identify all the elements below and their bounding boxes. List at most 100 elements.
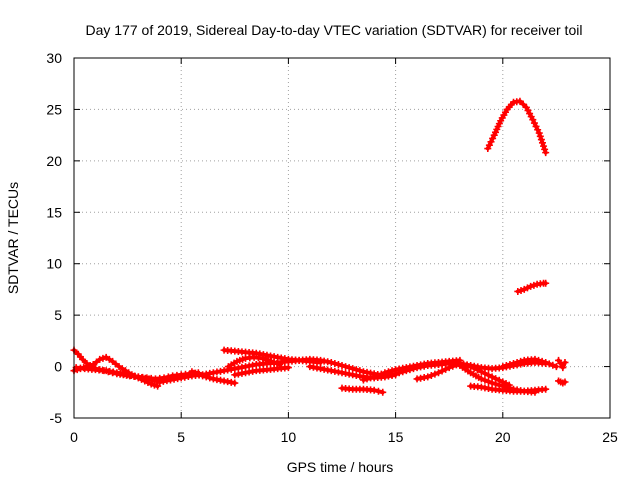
data-point	[188, 368, 196, 376]
y-tick-label: 5	[54, 307, 62, 323]
x-axis-label: GPS time / hours	[287, 459, 394, 475]
series-arc-3	[72, 364, 164, 386]
chart-title: Day 177 of 2019, Sidereal Day-to-day VTE…	[86, 22, 583, 38]
data-point	[474, 366, 482, 374]
data-point	[284, 364, 292, 372]
data-point	[540, 142, 548, 150]
x-tick-label: 5	[177, 429, 185, 445]
data-point	[481, 376, 489, 384]
series-arc-20	[555, 356, 569, 372]
data-point	[406, 366, 414, 374]
series-arc-8	[231, 364, 292, 379]
data-point	[477, 368, 485, 376]
series-arc-16	[467, 382, 539, 396]
data-point	[195, 370, 203, 378]
data-point	[517, 357, 525, 365]
series-arc-17	[484, 97, 550, 157]
data-point	[499, 363, 507, 371]
data-point	[542, 149, 550, 157]
data-point	[531, 355, 539, 363]
data-point	[530, 281, 538, 289]
series-arc-7	[224, 353, 284, 371]
data-point	[535, 356, 543, 364]
data-point	[424, 373, 432, 381]
data-point	[402, 367, 410, 375]
y-tick-label: 30	[46, 50, 62, 66]
x-tick-label: 10	[281, 429, 297, 445]
data-point	[359, 376, 367, 384]
data-point	[485, 371, 493, 379]
series-path	[556, 358, 567, 370]
data-point	[409, 365, 417, 373]
data-point	[438, 367, 446, 375]
data-point	[96, 355, 104, 363]
series-arc-5	[188, 368, 239, 387]
data-point	[231, 379, 239, 387]
series-arc-19	[499, 355, 560, 371]
data-point	[327, 358, 335, 366]
x-tick-label: 25	[602, 429, 618, 445]
y-tick-label: 15	[46, 204, 62, 220]
data-point	[531, 388, 539, 396]
data-point	[488, 373, 496, 381]
data-point	[374, 387, 382, 395]
series-arc-18	[514, 279, 550, 295]
data-point	[79, 355, 87, 363]
data-point	[542, 358, 550, 366]
y-tick-label: 0	[54, 359, 62, 375]
data-point	[202, 373, 210, 381]
data-point	[345, 364, 353, 372]
data-point	[147, 380, 155, 388]
data-point	[467, 363, 475, 371]
data-point	[145, 375, 153, 383]
data-point	[342, 363, 350, 371]
data-point	[452, 361, 460, 369]
data-point	[379, 388, 387, 396]
series-arc-21	[555, 377, 569, 387]
y-tick-label: 10	[46, 256, 62, 272]
data-point	[477, 375, 485, 383]
data-point	[434, 369, 442, 377]
data-point	[488, 379, 496, 387]
data-point	[463, 362, 471, 370]
data-point	[513, 358, 521, 366]
y-tick-label: -5	[50, 410, 63, 426]
data-point	[561, 378, 569, 386]
data-point	[367, 374, 375, 382]
y-tick-label: 20	[46, 153, 62, 169]
data-point	[449, 359, 457, 367]
data-point	[561, 358, 569, 366]
y-tick-label: 25	[46, 101, 62, 117]
x-tick-label: 15	[388, 429, 404, 445]
x-tick-label: 0	[70, 429, 78, 445]
data-point	[99, 354, 107, 362]
data-point	[542, 279, 550, 287]
data-point	[537, 136, 545, 144]
data-point	[392, 370, 400, 378]
data-point	[538, 357, 546, 365]
data-point	[527, 282, 535, 290]
data-point	[154, 382, 162, 390]
data-point	[545, 360, 553, 368]
data-point	[370, 386, 378, 394]
data-point	[191, 369, 199, 377]
data-point	[502, 362, 510, 370]
data-point	[538, 139, 546, 147]
data-point	[481, 369, 489, 377]
data-point	[331, 359, 339, 367]
x-tick-label: 20	[495, 429, 511, 445]
data-point	[559, 364, 567, 372]
data-point	[517, 286, 525, 294]
data-point	[485, 378, 493, 386]
data-point	[349, 365, 357, 373]
series-arc-11	[338, 384, 387, 396]
data-point	[470, 364, 478, 372]
data-point	[542, 385, 550, 393]
data-point	[399, 368, 407, 376]
data-point	[552, 363, 560, 371]
data-point	[334, 361, 342, 369]
plot-frame	[73, 57, 611, 419]
data-point	[541, 145, 549, 153]
ticks-layer: 0 5 10 15 20 25 -5 0 5 10 15 20 25 30	[46, 50, 618, 445]
